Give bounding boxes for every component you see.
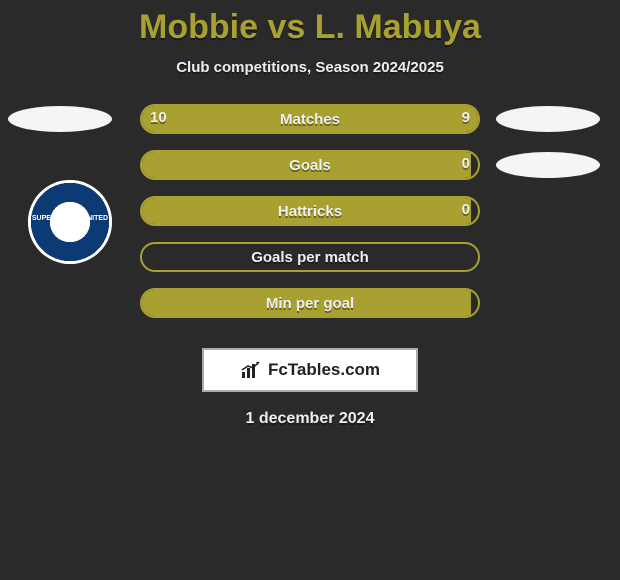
stat-value-right: 9 — [462, 109, 470, 126]
date-label: 1 december 2024 — [0, 410, 620, 428]
stat-value-right: 0 — [462, 155, 470, 172]
stat-bar: Min per goal — [140, 288, 480, 318]
club-badge-text: SUPERSPORT UNITED FC — [28, 215, 112, 229]
stat-row: Min per goal — [0, 288, 620, 334]
club-badge-left: SUPERSPORT UNITED FC — [28, 180, 112, 264]
stat-bar: Matches — [140, 104, 480, 134]
player-ellipse-left — [8, 106, 112, 132]
stat-value-right: 0 — [462, 201, 470, 218]
stat-bar-label: Hattricks — [278, 203, 342, 220]
player-ellipse-right — [496, 106, 600, 132]
stat-bar-label: Matches — [280, 111, 340, 128]
brand-text: FcTables.com — [268, 360, 380, 380]
page-title: Mobbie vs L. Mabuya — [0, 0, 620, 47]
stat-bar: Goals per match — [140, 242, 480, 272]
stat-bar: Hattricks — [140, 196, 480, 226]
subtitle: Club competitions, Season 2024/2025 — [0, 59, 620, 76]
stat-bar: Goals — [140, 150, 480, 180]
stat-row: Matches 10 9 — [0, 104, 620, 150]
player-ellipse-right — [496, 152, 600, 178]
brand-box[interactable]: FcTables.com — [202, 348, 418, 392]
stat-bar-fill-right — [320, 106, 478, 132]
stat-bar-label: Goals — [289, 157, 331, 174]
stat-bar-label: Goals per match — [251, 249, 369, 266]
brand-chart-icon — [240, 360, 262, 380]
stat-bar-label: Min per goal — [266, 295, 354, 312]
stat-value-left: 10 — [150, 109, 167, 126]
